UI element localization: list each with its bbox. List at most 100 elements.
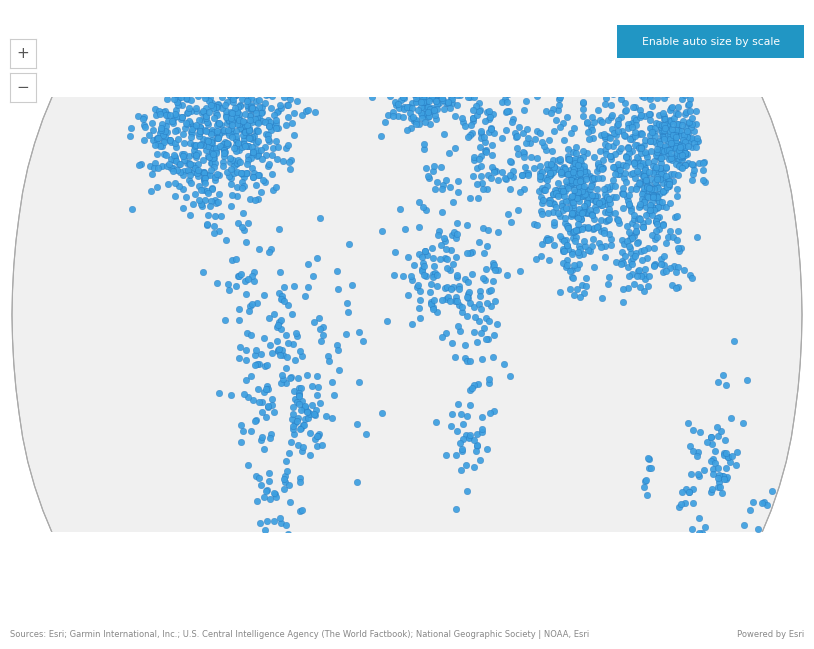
Point	[230, 191, 243, 201]
Point	[245, 153, 258, 164]
Point	[488, 47, 501, 57]
Point	[655, 153, 668, 164]
Point	[475, 427, 488, 437]
Point	[414, 0, 427, 3]
Point	[429, 71, 442, 81]
Point	[554, 154, 567, 165]
Point	[663, 263, 676, 273]
Point	[272, 106, 285, 116]
Point	[422, 34, 435, 44]
Point	[506, 172, 519, 182]
Point	[542, 234, 555, 245]
Point	[643, 180, 656, 190]
Point	[295, 84, 308, 95]
Point	[655, 130, 668, 141]
Point	[463, 193, 476, 203]
Point	[411, 282, 424, 292]
Point	[656, 131, 669, 141]
Point	[672, 245, 685, 256]
Point	[430, 11, 443, 21]
Point	[195, 199, 208, 210]
Point	[428, 84, 441, 94]
Point	[690, 232, 703, 242]
Point	[594, 227, 607, 237]
Point	[642, 454, 655, 464]
Point	[666, 101, 679, 112]
Point	[276, 42, 289, 52]
Point	[449, 21, 462, 31]
Point	[671, 138, 684, 149]
Point	[685, 141, 698, 152]
Point	[312, 312, 325, 323]
Point	[572, 258, 585, 269]
Point	[282, 337, 295, 348]
Point	[643, 183, 656, 193]
Point	[487, 109, 500, 119]
Point	[459, 430, 472, 441]
Point	[569, 232, 582, 243]
Point	[252, 552, 265, 562]
Point	[670, 132, 683, 143]
Point	[407, 81, 420, 92]
Point	[682, 487, 695, 498]
Point	[646, 202, 659, 212]
Point	[427, 40, 440, 51]
Point	[241, 167, 254, 178]
Point	[169, 156, 182, 166]
Point	[263, 136, 276, 146]
Point	[513, 121, 526, 132]
Point	[455, 306, 468, 317]
Point	[524, 51, 537, 61]
Point	[199, 145, 212, 155]
Point	[435, 58, 449, 69]
Point	[432, 43, 445, 53]
Point	[440, 98, 453, 108]
Point	[413, 222, 426, 232]
Point	[437, 6, 450, 16]
Point	[672, 154, 685, 165]
Point	[212, 99, 225, 110]
Point	[206, 148, 219, 158]
Point	[304, 409, 317, 419]
Point	[428, 0, 441, 10]
Point	[467, 92, 480, 102]
Point	[213, 43, 226, 53]
Point	[168, 154, 181, 165]
Point	[260, 515, 273, 526]
Point	[226, 127, 239, 137]
Point	[664, 138, 677, 148]
Point	[210, 198, 223, 208]
Point	[310, 405, 323, 415]
Point	[669, 108, 682, 119]
Point	[572, 241, 585, 251]
Point	[482, 106, 495, 116]
Point	[270, 80, 283, 91]
Point	[684, 441, 697, 451]
Point	[440, 0, 453, 5]
Point	[462, 432, 475, 443]
Point	[453, 300, 466, 311]
Point	[663, 129, 676, 139]
Point	[201, 188, 214, 199]
Point	[599, 139, 612, 149]
Point	[260, 384, 273, 394]
Point	[659, 141, 672, 151]
Point	[395, 64, 408, 75]
Point	[289, 355, 302, 365]
Point	[216, 161, 229, 171]
Point	[592, 105, 605, 116]
Point	[352, 377, 365, 387]
Point	[234, 157, 247, 167]
Point	[204, 158, 217, 168]
Point	[479, 146, 492, 156]
Point	[594, 200, 607, 210]
Point	[724, 456, 737, 467]
Point	[412, 60, 425, 71]
Point	[638, 195, 651, 205]
Point	[650, 216, 663, 227]
Point	[400, 75, 414, 86]
Point	[221, 138, 234, 149]
Point	[405, 72, 418, 82]
Point	[661, 130, 674, 140]
Point	[453, 38, 466, 48]
